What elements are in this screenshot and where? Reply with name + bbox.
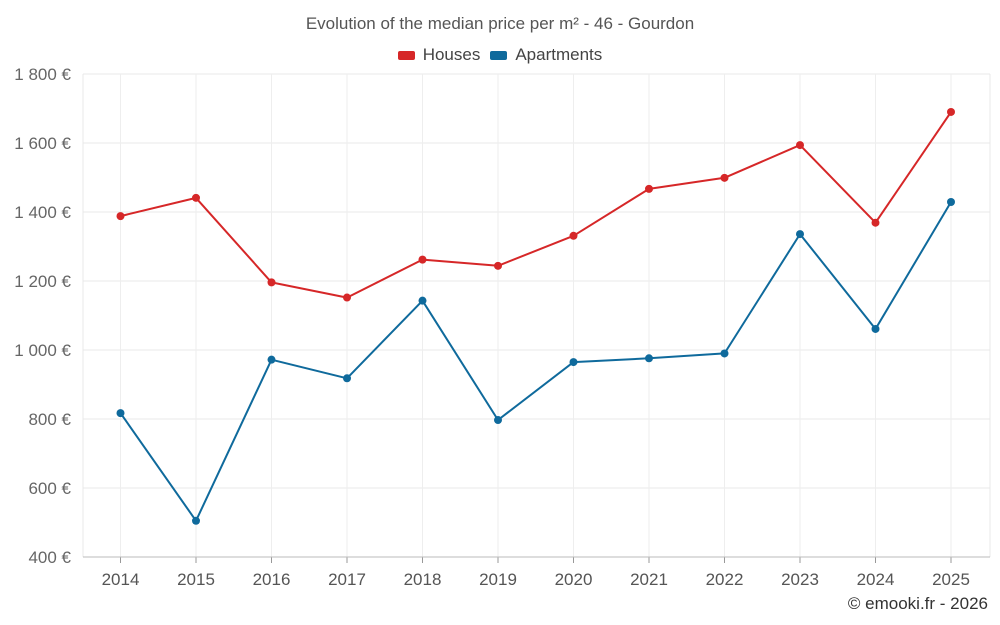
y-tick-label: 800 € <box>28 410 71 429</box>
x-tick-label: 2024 <box>857 570 895 589</box>
x-tick-label: 2017 <box>328 570 366 589</box>
data-point-houses <box>343 293 351 302</box>
data-point-apartments <box>720 349 729 358</box>
x-tick-label: 2019 <box>479 570 517 589</box>
data-point-apartments <box>418 296 427 305</box>
y-tick-label: 1 400 € <box>14 203 71 222</box>
x-tick-label: 2023 <box>781 570 819 589</box>
x-tick-label: 2015 <box>177 570 215 589</box>
series-line-houses <box>120 111 952 299</box>
data-point-apartments <box>569 358 578 367</box>
y-tick-label: 1 800 € <box>14 65 71 84</box>
y-tick-label: 1 200 € <box>14 272 71 291</box>
credit-text: © emooki.fr - 2026 <box>847 594 988 613</box>
data-point-apartments <box>116 409 125 418</box>
x-tick-label: 2022 <box>706 570 744 589</box>
data-point-apartments <box>343 374 351 383</box>
legend-item-houses[interactable]: Houses <box>397 45 481 65</box>
legend-label-houses: Houses <box>422 45 481 64</box>
data-point-houses <box>418 255 427 264</box>
data-point-houses <box>569 231 578 240</box>
legend-swatch-houses <box>397 50 415 60</box>
data-point-houses <box>645 184 653 193</box>
x-tick-label: 2025 <box>932 570 970 589</box>
x-tick-label: 2021 <box>630 570 668 589</box>
data-point-houses <box>192 193 200 202</box>
data-point-houses <box>267 278 276 287</box>
legend-label-apartments: Apartments <box>515 45 603 64</box>
y-tick-label: 1 600 € <box>14 134 71 153</box>
series-line-apartments <box>119 201 952 522</box>
data-point-apartments <box>947 197 955 206</box>
data-point-houses <box>116 212 125 221</box>
data-point-apartments <box>796 230 804 239</box>
x-tick-label: 2020 <box>555 570 593 589</box>
x-tick-label: 2018 <box>404 570 442 589</box>
y-tick-label: 1 000 € <box>14 341 71 360</box>
data-point-houses <box>796 141 804 150</box>
data-point-houses <box>947 107 955 116</box>
y-tick-label: 400 € <box>28 548 71 567</box>
x-tick-label: 2016 <box>253 570 291 589</box>
data-point-apartments <box>494 416 502 425</box>
data-point-apartments <box>192 516 200 525</box>
data-point-apartments <box>871 324 880 333</box>
legend-item-apartments[interactable]: Apartments <box>490 45 602 65</box>
legend-swatch-apartments <box>490 50 508 60</box>
legend: Houses Apartments <box>0 45 1000 65</box>
data-point-houses <box>871 218 880 227</box>
y-tick-label: 600 € <box>28 479 71 498</box>
x-tick-label: 2014 <box>102 570 140 589</box>
chart-title: Evolution of the median price per m² - 4… <box>305 14 695 33</box>
data-point-houses <box>720 173 729 182</box>
data-point-apartments <box>645 354 653 363</box>
data-point-apartments <box>267 355 276 364</box>
data-point-houses <box>494 261 502 270</box>
